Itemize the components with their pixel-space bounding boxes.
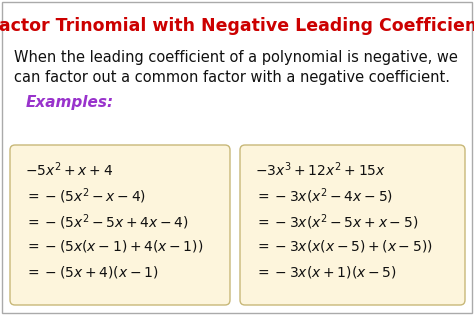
FancyBboxPatch shape bbox=[240, 145, 465, 305]
Text: Factor Trinomial with Negative Leading Coefficient: Factor Trinomial with Negative Leading C… bbox=[0, 17, 474, 35]
Text: can factor out a common factor with a negative coefficient.: can factor out a common factor with a ne… bbox=[14, 70, 450, 85]
Text: $=-3x(x(x-5)+(x-5))$: $=-3x(x(x-5)+(x-5))$ bbox=[255, 238, 433, 254]
Text: When the leading coefficient of a polynomial is negative, we: When the leading coefficient of a polyno… bbox=[14, 50, 458, 66]
Text: $=-(5x(x-1)+4(x-1))$: $=-(5x(x-1)+4(x-1))$ bbox=[25, 238, 203, 254]
Text: $=-(5x^2-5x+4x-4)$: $=-(5x^2-5x+4x-4)$ bbox=[25, 212, 189, 232]
Text: $=-3x(x+1)(x-5)$: $=-3x(x+1)(x-5)$ bbox=[255, 264, 397, 280]
Text: $=-3x(x^2-4x-5)$: $=-3x(x^2-4x-5)$ bbox=[255, 186, 393, 206]
Text: $-5x^2+x+4$: $-5x^2+x+4$ bbox=[25, 160, 113, 179]
Text: $=-3x(x^2-5x+x-5)$: $=-3x(x^2-5x+x-5)$ bbox=[255, 212, 419, 232]
Text: Examples:: Examples: bbox=[26, 94, 114, 110]
Text: $=-(5x+4)(x-1)$: $=-(5x+4)(x-1)$ bbox=[25, 264, 158, 280]
Text: $-3x^3+12x^2+15x$: $-3x^3+12x^2+15x$ bbox=[255, 160, 386, 179]
Text: $=-(5x^2-x-4)$: $=-(5x^2-x-4)$ bbox=[25, 186, 146, 206]
FancyBboxPatch shape bbox=[10, 145, 230, 305]
